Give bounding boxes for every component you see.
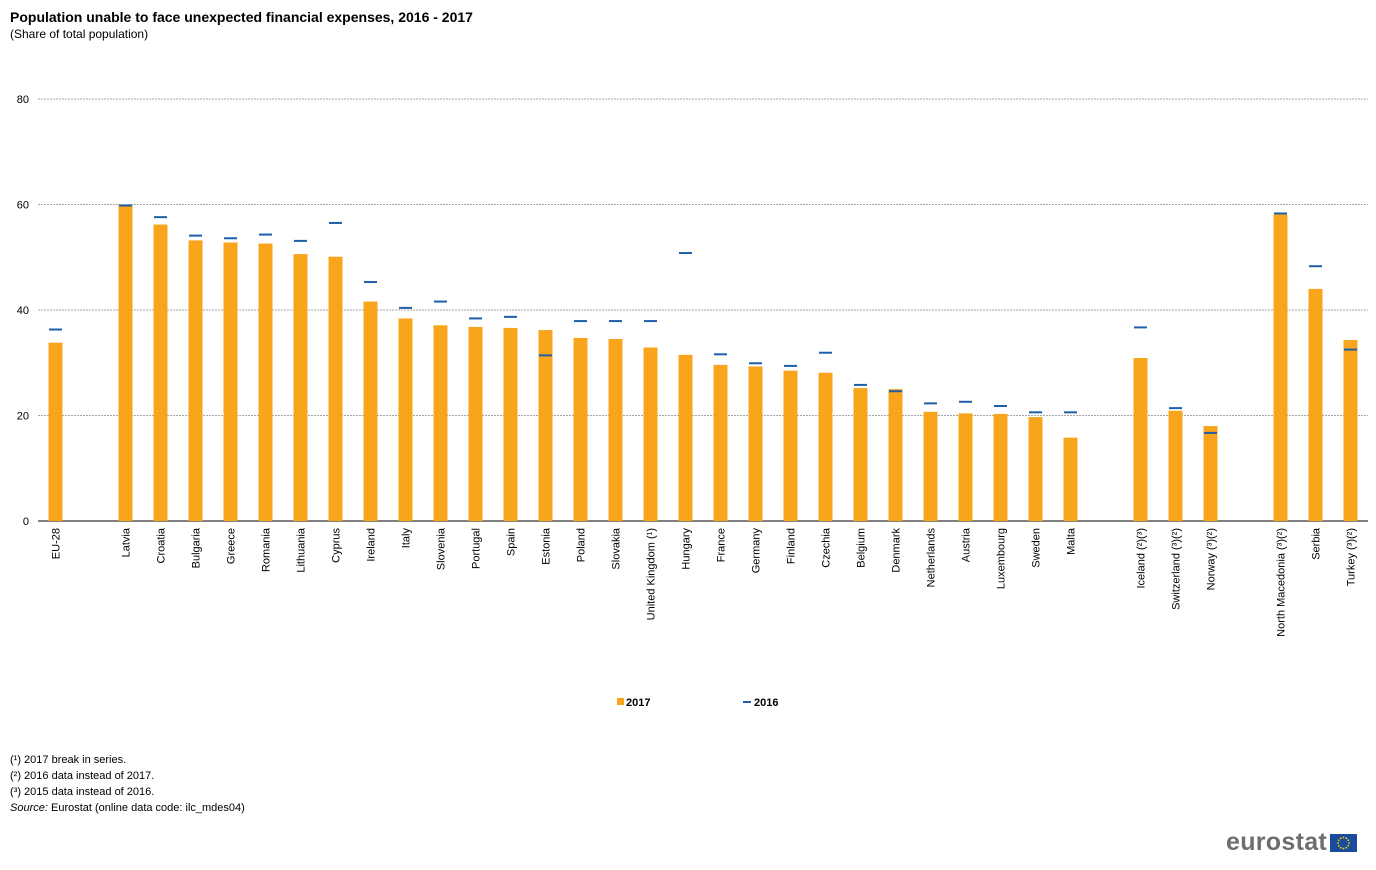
bar-2017 xyxy=(1308,288,1323,521)
bar-2017 xyxy=(328,256,343,521)
x-tick-label: Ireland xyxy=(366,528,378,562)
bar-2017 xyxy=(188,240,203,521)
bar-2017 xyxy=(48,342,63,521)
bar-2017 xyxy=(853,388,868,521)
footnotes: (¹) 2017 break in series. (²) 2016 data … xyxy=(10,752,245,816)
bar-2017 xyxy=(433,325,448,521)
bar-2017 xyxy=(153,224,168,522)
source-label: Source: xyxy=(10,802,48,814)
bar-2017 xyxy=(1168,410,1183,521)
x-tick-label: Spain xyxy=(506,528,518,556)
x-tick-label: United Kingdom (¹) xyxy=(646,528,658,620)
bar-2017 xyxy=(293,254,308,521)
bar-2017 xyxy=(923,411,938,521)
bar-2017 xyxy=(713,364,728,521)
x-tick-label: Luxembourg xyxy=(996,528,1008,589)
y-tick-label: 0 xyxy=(23,516,29,528)
bar-2017 xyxy=(888,389,903,521)
x-tick-label: Estonia xyxy=(541,527,553,565)
legend-label-2017: 2017 xyxy=(626,697,650,709)
x-tick-label: Hungary xyxy=(681,528,693,570)
legend: 2017 2016 xyxy=(617,697,778,709)
bar-2017 xyxy=(1273,214,1288,521)
bar-2017 xyxy=(1343,340,1358,521)
bar-2017 xyxy=(1063,437,1078,521)
y-tick-label: 60 xyxy=(17,200,29,212)
bar-2017 xyxy=(363,301,378,521)
x-tick-label: Switzerland (³)(²) xyxy=(1171,528,1183,610)
x-tick-label: Turkey (³)(²) xyxy=(1346,528,1358,586)
legend-label-2016: 2016 xyxy=(754,697,778,709)
x-axis-labels: EU-28 Latvia Croatia Bulgaria Greece Romania L… xyxy=(51,527,1358,637)
x-tick-label: Denmark xyxy=(891,528,903,573)
x-tick-label: Austria xyxy=(961,527,973,562)
bar-2017 xyxy=(398,318,413,521)
x-tick-label: Belgium xyxy=(856,528,868,568)
source-line: Source: Eurostat (online data code: ilc_… xyxy=(10,800,245,816)
y-tick-label: 80 xyxy=(17,94,29,106)
x-tick-label: Finland xyxy=(786,528,798,564)
bar-2017 xyxy=(678,354,693,521)
x-tick-label: Sweden xyxy=(1031,528,1043,568)
x-tick-label: EU-28 xyxy=(51,528,63,559)
x-tick-label: Czechia xyxy=(821,527,833,568)
bar-2017 xyxy=(1133,358,1148,521)
bar-2017 xyxy=(468,326,483,521)
x-tick-label: Serbia xyxy=(1311,527,1323,560)
x-tick-label: Germany xyxy=(751,528,763,574)
x-tick-label: Slovenia xyxy=(436,527,448,570)
x-tick-label: Netherlands xyxy=(926,528,938,588)
bar-2017 xyxy=(258,243,273,521)
y-tick-label: 20 xyxy=(17,411,29,423)
x-tick-label: Lithuania xyxy=(296,527,308,573)
x-tick-label: France xyxy=(716,528,728,562)
bar-2017 xyxy=(1203,426,1218,521)
y-axis-ticks: 0 20 40 60 80 xyxy=(17,94,29,528)
bar-2017 xyxy=(748,366,763,521)
chart-title: Population unable to face unexpected fin… xyxy=(10,9,473,25)
x-tick-label: Malta xyxy=(1066,527,1078,555)
bar-chart: 0 20 40 60 80 EU-28 Latvia Croatia Bulgaria Gree… xyxy=(17,94,1368,709)
bars-2017 xyxy=(48,204,1358,522)
bar-2017 xyxy=(783,370,798,521)
footnote-3: (³) 2015 data instead of 2016. xyxy=(10,786,155,798)
y-tick-label: 40 xyxy=(17,305,29,317)
bar-2017 xyxy=(1028,417,1043,521)
bar-2017 xyxy=(958,413,973,521)
bar-2017 xyxy=(573,337,588,521)
x-tick-label: Iceland (²)(³) xyxy=(1136,528,1148,589)
x-tick-label: Norway (³)(²) xyxy=(1206,528,1218,590)
x-tick-label: Italy xyxy=(401,528,413,549)
x-tick-label: Portugal xyxy=(471,528,483,569)
source-text: Eurostat (online data code: ilc_mdes04) xyxy=(50,802,245,814)
footnote-1: (¹) 2017 break in series. xyxy=(10,754,127,766)
bar-2017 xyxy=(818,372,833,521)
x-tick-label: Cyprus xyxy=(331,528,343,563)
bar-2017 xyxy=(118,204,133,521)
bar-2017 xyxy=(643,347,658,521)
bar-2017 xyxy=(993,413,1008,521)
x-tick-label: Romania xyxy=(261,527,273,572)
x-tick-label: Croatia xyxy=(156,527,168,563)
x-tick-label: Greece xyxy=(226,528,238,564)
x-tick-label: Poland xyxy=(576,528,588,562)
markers-2016 xyxy=(49,204,1357,434)
logo-text: eurostat xyxy=(1226,828,1328,856)
x-tick-label: Slovakia xyxy=(611,527,623,569)
bar-2017 xyxy=(538,330,553,521)
bar-2017 xyxy=(503,327,518,521)
eu-flag-icon xyxy=(1330,833,1358,852)
x-tick-label: Bulgaria xyxy=(191,527,203,568)
legend-swatch-2017 xyxy=(617,698,624,705)
footnote-2: (²) 2016 data instead of 2017. xyxy=(10,770,155,782)
bar-2017 xyxy=(223,242,238,522)
x-tick-label: North Macedonia (³)(²) xyxy=(1276,528,1288,637)
chart-subtitle: (Share of total population) xyxy=(10,27,149,41)
x-tick-label: Latvia xyxy=(121,527,133,557)
bar-2017 xyxy=(608,339,623,521)
eurostat-logo: eurostat xyxy=(1226,828,1358,857)
